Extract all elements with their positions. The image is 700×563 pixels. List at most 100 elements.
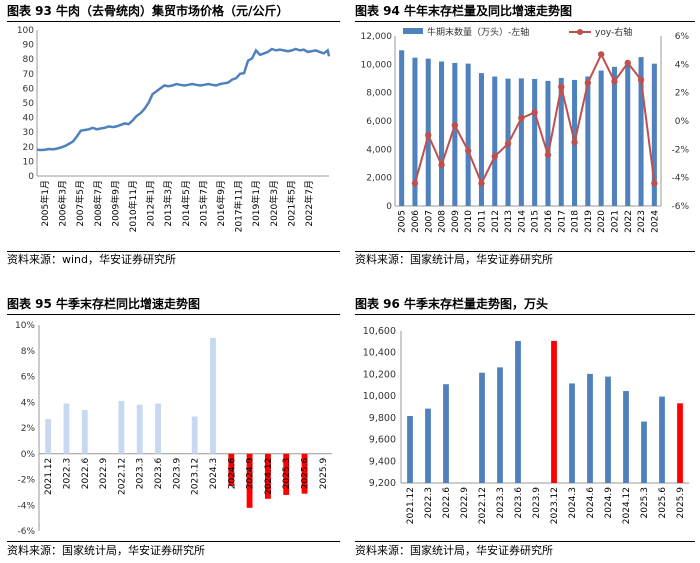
y-tick-label: 40 [23, 114, 35, 124]
panel-beef-price: 图表 93 牛肉（去骨统肉）集贸市场价格（元/公斤） 0 10 20 30 40 50 60… [7, 2, 340, 282]
legend-label-line: yoy-右轴 [595, 26, 632, 38]
right-y-tick-label: -2% [671, 145, 689, 155]
x-tick-label: 2012年1月 [145, 180, 157, 227]
x-tick-label: 2013 [504, 210, 514, 233]
x-tick-label: 2010 [464, 210, 474, 233]
y-tick-label: -2% [17, 476, 35, 486]
x-tick-label: 2024.6 [227, 457, 237, 489]
x-tick-label: 2023.3 [496, 487, 506, 519]
x-tick-label: 2024 [650, 210, 660, 233]
yoy-bar [155, 403, 161, 454]
price-series-line [36, 47, 331, 152]
stock-bar [518, 78, 524, 206]
stock-bar [677, 403, 683, 483]
title-divider [355, 21, 695, 22]
x-tick-label: 2024.9 [246, 457, 256, 489]
stock-bar [497, 367, 503, 483]
left-y-tick-label: 2,000 [366, 174, 392, 184]
yoy-point [584, 79, 592, 86]
stock-bar [587, 373, 593, 483]
yoy-bar [228, 453, 235, 486]
x-tick-label: 2021年5月 [285, 180, 297, 227]
x-tick-label: 2008年7月 [92, 180, 104, 227]
x-tick-label: 2024.6 [586, 487, 596, 519]
yoy-bar [81, 409, 88, 454]
x-tick-label: 2012 [491, 210, 501, 233]
stock-bar [598, 70, 604, 206]
panel-title: 图表 93 牛肉（去骨统肉）集贸市场价格（元/公斤） [7, 4, 289, 18]
y-tick-label: 4% [21, 398, 36, 408]
x-tick-label: 2025.9 [319, 457, 329, 489]
x-tick-label: 2019 [584, 210, 594, 233]
yoy-point [571, 139, 578, 146]
legend-label-bars: 牛期末数量（万头）-左轴 [427, 26, 529, 38]
x-tick-label: 2006 [411, 210, 421, 233]
x-tick-label: 2022.12 [117, 458, 127, 495]
stock-bar [399, 50, 405, 206]
x-tick-label: 2023.3 [136, 458, 146, 490]
y-tick-label: 6% [21, 373, 36, 383]
legend-swatch-bars [403, 28, 423, 34]
y-tick-label: 9,200 [369, 478, 396, 489]
x-tick-label: 2007年5月 [74, 180, 86, 227]
panel-quarterly-stock: 图表 96 牛季末存栏量走势图，万头 9,200 9,400 9,600 9,800 1… [355, 295, 695, 563]
beef-price-line-chart: 0 10 20 30 40 50 60 70 80 90 100 2005年1月 2006年3月 2007… [17, 26, 331, 232]
y-tick-label: 8% [21, 347, 36, 357]
right-y-tick-label: 0% [675, 117, 690, 127]
y-tick-label: 2% [21, 424, 36, 434]
x-tick-label: 2022.3 [62, 458, 72, 490]
y-tick-label: -6% [17, 527, 35, 537]
x-tick-label: 2025.3 [282, 458, 292, 490]
x-tick-label: 2024.12 [264, 458, 274, 495]
yoy-bar [210, 337, 216, 454]
stock-bar [492, 76, 498, 206]
x-tick-label: 2022.9 [99, 457, 109, 489]
y-tick-label: 70 [23, 70, 35, 80]
x-tick-label: 2005 [398, 210, 408, 233]
x-tick-label: 2022.6 [81, 457, 91, 489]
source-note: 资料来源：wind，华安证券研究所 [7, 253, 177, 266]
left-y-tick-label: 10,000 [361, 60, 393, 70]
x-tick-label: 2023.12 [191, 458, 201, 495]
y-tick-label: 0 [28, 172, 34, 182]
x-tick-label: 2015 [531, 210, 541, 233]
stock-bar [585, 76, 591, 206]
x-tick-label: 2024.3 [568, 487, 578, 519]
x-tick-label: 2020年3月 [268, 180, 280, 227]
left-y-tick-label: 4,000 [366, 145, 392, 155]
stock-bar [443, 384, 449, 483]
x-tick-label: 2017年11月 [233, 180, 245, 232]
stock-bar [452, 62, 458, 206]
panel-title: 图表 94 牛年末存栏量及同比增速走势图 [355, 4, 573, 18]
yoy-point [504, 140, 512, 147]
x-tick-label: 2021 [610, 210, 620, 233]
x-tick-label: 2014 [517, 210, 527, 233]
yoy-point [611, 78, 618, 85]
y-tick-label: 10% [15, 321, 35, 331]
y-tick-label: 0% [21, 450, 36, 460]
x-tick-label: 2022 [624, 210, 634, 233]
x-tick-label: 2016 [544, 210, 554, 233]
legend-swatch-marker [577, 29, 583, 35]
x-tick-label: 2011 [477, 210, 487, 233]
yoy-point [518, 114, 525, 122]
yoy-bar [246, 453, 253, 508]
stock-bar [659, 396, 665, 483]
x-tick-label: 2025.6 [658, 487, 668, 519]
yoy-point [425, 131, 432, 139]
x-tick-label: 2023.9 [532, 487, 542, 519]
source-divider [7, 541, 340, 542]
panel-title: 图表 95 牛季末存栏同比增速走势图 [7, 297, 201, 311]
x-tick-label: 2022.9 [460, 487, 470, 519]
stock-bar [532, 78, 538, 206]
y-tick-label: 100 [17, 26, 34, 36]
left-y-tick-label: 6,000 [366, 117, 392, 127]
left-y-tick-label: 12,000 [361, 32, 393, 42]
right-y-tick-label: 4% [675, 60, 690, 70]
x-tick-label: 2006年3月 [57, 180, 69, 227]
annual-stock-combo-chart: 牛期末数量（万头）-左轴 yoy-右轴 0 2,000 4,000 6,000 8,000 1… [361, 26, 690, 233]
quarterly-yoy-bar-chart: -6% -4% -2% 0% 2% 4% 6% 8% 10% 2021.12 2022.3 2022.… [15, 321, 332, 537]
x-tick-label: 2009 [451, 210, 461, 233]
yoy-bar [118, 400, 125, 454]
stock-bar [425, 408, 431, 483]
